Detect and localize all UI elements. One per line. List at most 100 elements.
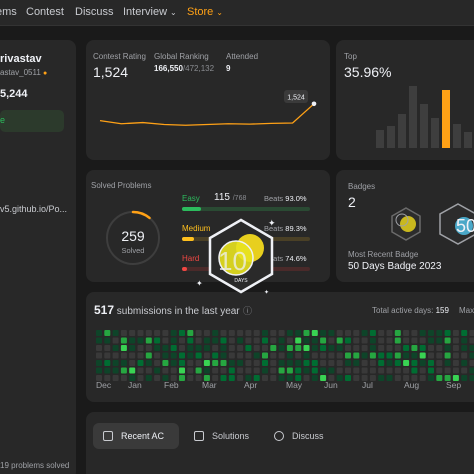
nav-store[interactable]: Store ⌄ bbox=[187, 6, 223, 18]
heatmap-cell bbox=[320, 337, 327, 344]
heatmap-cell bbox=[303, 367, 310, 374]
heatmap-cell bbox=[361, 367, 368, 374]
heatmap-cell bbox=[129, 352, 136, 359]
profile-website-link[interactable]: v5.github.io/Po... bbox=[0, 204, 68, 214]
edit-profile-label: e bbox=[0, 115, 6, 125]
heatmap-cell bbox=[386, 375, 393, 381]
heatmap-cell bbox=[320, 330, 327, 336]
solved-total: 259 bbox=[121, 228, 145, 244]
heatmap-cell bbox=[120, 352, 127, 359]
nav-discuss[interactable]: Discuss bbox=[75, 6, 114, 18]
heatmap-cell bbox=[179, 375, 185, 381]
badge-10-days-icon[interactable] bbox=[391, 207, 421, 241]
heatmap-cell bbox=[212, 360, 219, 366]
heatmap-cell bbox=[253, 352, 260, 359]
heatmap-cell bbox=[96, 345, 102, 351]
solved-problems-label: Solved Problems bbox=[91, 181, 152, 190]
heatmap-cell bbox=[137, 330, 144, 336]
submissions-title: 517 submissions in the last year ⓘ bbox=[94, 303, 252, 317]
heatmap-cell bbox=[436, 345, 443, 351]
badge-celebration-overlay[interactable]: 10 DAYS ✦ ✦ ✦ bbox=[196, 214, 286, 304]
heatmap-cell bbox=[245, 352, 252, 359]
heatmap-cell bbox=[403, 330, 410, 336]
info-icon[interactable]: ⓘ bbox=[243, 306, 253, 316]
heatmap-cell bbox=[361, 375, 368, 381]
heatmap-cell bbox=[428, 375, 434, 381]
tab-recent-ac[interactable]: Recent AC bbox=[93, 423, 179, 449]
heatmap-cell bbox=[444, 345, 451, 351]
histogram-bar bbox=[431, 118, 439, 148]
heatmap-cell bbox=[270, 352, 277, 359]
heatmap-cell bbox=[328, 345, 335, 351]
heatmap-cell bbox=[203, 360, 210, 366]
heatmap-cell bbox=[96, 352, 102, 359]
heatmap-cell bbox=[145, 337, 152, 344]
nav-contest[interactable]: Contest bbox=[26, 6, 64, 18]
heatmap-cell bbox=[469, 337, 474, 344]
badge-50-days-icon[interactable]: 50 bbox=[439, 203, 474, 245]
nav-problems[interactable]: ems bbox=[0, 6, 17, 18]
heatmap-cell bbox=[170, 330, 177, 336]
edit-profile-button[interactable]: e bbox=[0, 110, 64, 132]
heatmap-cell bbox=[369, 352, 376, 359]
heatmap-cell bbox=[295, 360, 302, 366]
submissions-card: 517 submissions in the last year ⓘ Total… bbox=[86, 292, 474, 402]
heatmap-cell bbox=[270, 330, 277, 336]
solved-ring-arc bbox=[131, 210, 151, 220]
heatmap-cell bbox=[179, 352, 185, 359]
heatmap-cell bbox=[245, 360, 252, 366]
nav-store-label: Store bbox=[187, 6, 214, 18]
easy-solved: 115 bbox=[214, 192, 230, 203]
heatmap-cell bbox=[311, 330, 318, 336]
heatmap-cell bbox=[129, 330, 136, 336]
heatmap-cell bbox=[104, 345, 111, 351]
heatmap-cell bbox=[469, 375, 474, 381]
heatmap-cell bbox=[469, 330, 474, 336]
heatmap-cell bbox=[444, 360, 451, 366]
heatmap-cell bbox=[262, 337, 268, 344]
heatmap-cell bbox=[145, 367, 152, 374]
heatmap-cell bbox=[452, 367, 459, 374]
heatmap-cell bbox=[452, 352, 459, 359]
crown-icon: ● bbox=[43, 70, 48, 77]
hard-bar-fill bbox=[182, 267, 188, 271]
heatmap-cell bbox=[112, 330, 119, 336]
heatmap-cell bbox=[403, 337, 410, 344]
heatmap-cell bbox=[303, 360, 310, 366]
heatmap-cell bbox=[353, 337, 360, 344]
profile-username-text: astav_0511 bbox=[0, 68, 41, 77]
top-nav: ems Contest Discuss Interview⌄ Store⌄ bbox=[0, 0, 474, 26]
heatmap-cell bbox=[394, 360, 401, 366]
heatmap-cell bbox=[237, 330, 244, 336]
heatmap-cell bbox=[461, 337, 468, 344]
badge-icons[interactable]: 50 bbox=[336, 170, 474, 282]
heatmap-cell bbox=[262, 367, 268, 374]
heatmap-cell bbox=[212, 352, 219, 359]
heatmap-cell bbox=[245, 367, 252, 374]
heatmap-cell bbox=[361, 330, 368, 336]
nav-interview[interactable]: Interview ⌄ bbox=[123, 6, 177, 18]
heatmap-cell bbox=[120, 360, 127, 366]
heatmap-cell bbox=[237, 337, 244, 344]
recent-badge-name: 50 Days Badge 2023 bbox=[348, 261, 442, 272]
heatmap-cell bbox=[179, 345, 185, 351]
tab-solutions[interactable]: Solutions bbox=[184, 423, 254, 449]
heatmap-cell bbox=[187, 345, 194, 351]
heatmap-cell bbox=[203, 367, 210, 374]
heatmap-cell bbox=[96, 337, 102, 344]
rating-chart[interactable]: 1,524 bbox=[86, 40, 330, 160]
tab-discuss[interactable]: Discuss bbox=[264, 423, 334, 449]
heatmap-cell bbox=[220, 367, 227, 374]
heatmap-cell bbox=[403, 360, 410, 366]
heatmap-cell bbox=[403, 345, 410, 351]
heatmap-cell bbox=[461, 345, 468, 351]
heatmap-cell bbox=[386, 345, 393, 351]
heatmap-cell bbox=[228, 345, 235, 351]
heatmap-cell bbox=[303, 345, 310, 351]
heatmap-cell bbox=[320, 375, 327, 381]
heatmap-cell bbox=[179, 367, 185, 374]
heatmap-cell bbox=[228, 360, 235, 366]
heatmap-cell bbox=[112, 360, 119, 366]
heatmap-cell bbox=[378, 337, 385, 344]
